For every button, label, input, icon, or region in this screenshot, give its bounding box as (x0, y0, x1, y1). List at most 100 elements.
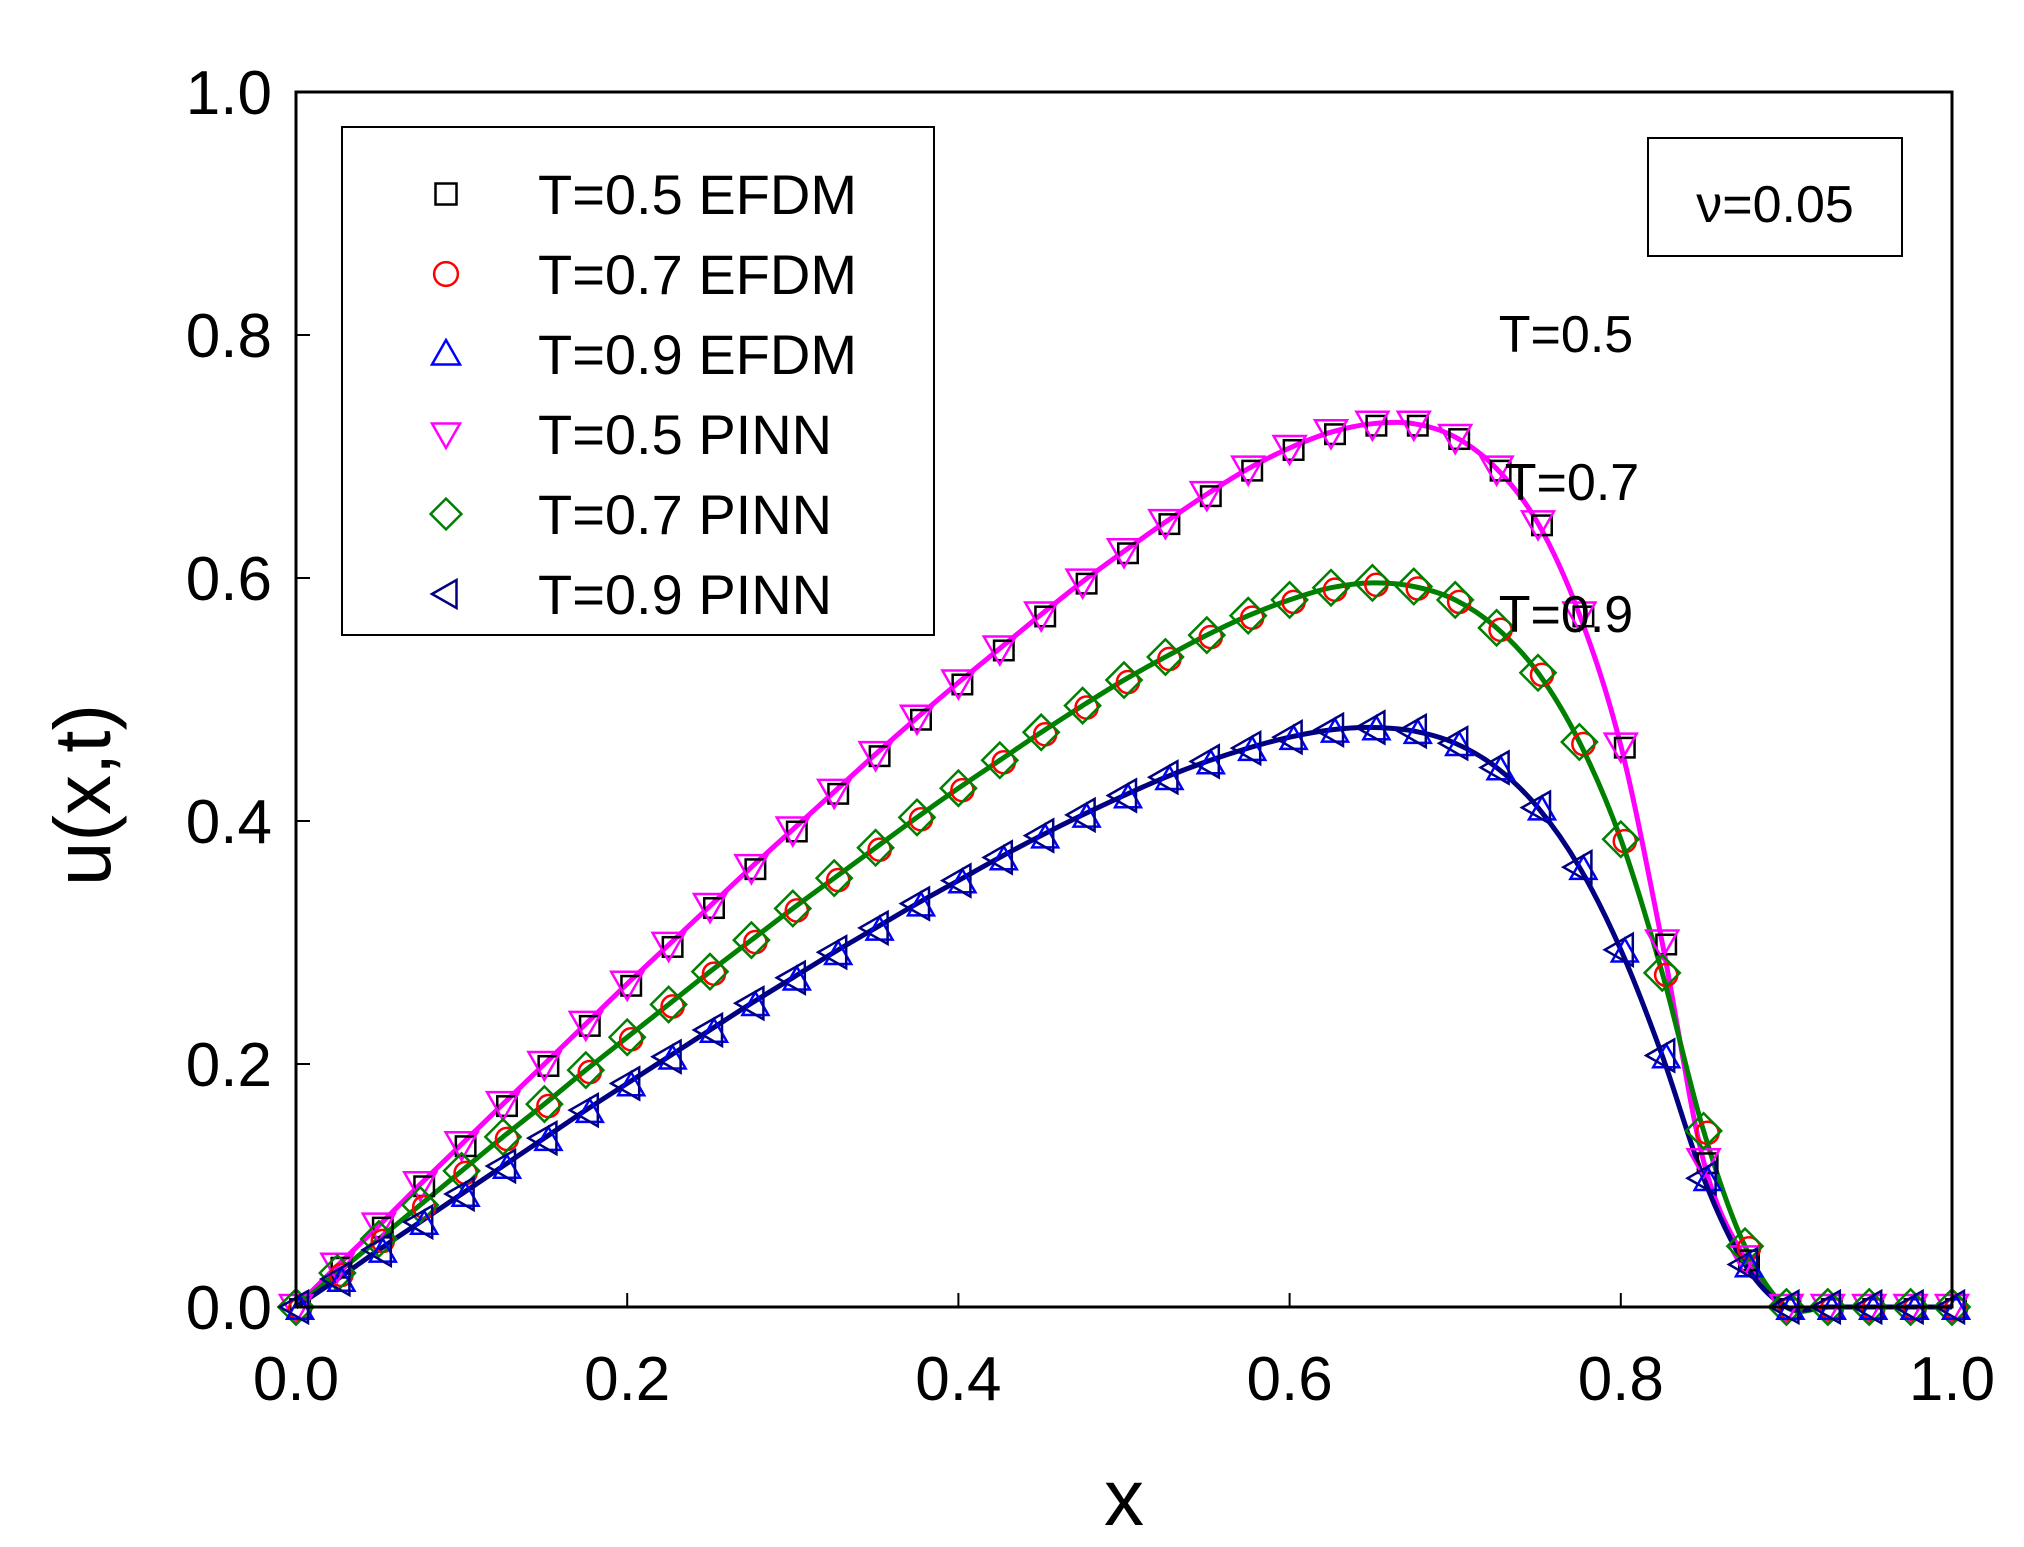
legend-marker (429, 422, 463, 451)
x-tick-label: 0.6 (1246, 1345, 1332, 1414)
pinn-point (1271, 719, 1303, 756)
pinn-point (1230, 455, 1267, 488)
y-tick-label: 0.0 (186, 1274, 272, 1343)
efdm-point (1282, 438, 1305, 461)
pinn-point (1022, 817, 1055, 854)
markers-layer (276, 410, 1972, 1327)
legend-marker (434, 182, 458, 206)
pinn-point (402, 1171, 439, 1203)
legend: T=0.5 EFDM T=0.7 EFDM T=0.9 EFDM T=0.5 P… (341, 126, 935, 636)
pinn-point (898, 704, 936, 737)
pinn-point (1644, 929, 1681, 962)
pinn-point (816, 778, 853, 811)
efdm-point (661, 935, 684, 958)
pinn-point (1270, 580, 1309, 620)
pinn-point (1354, 410, 1391, 443)
y-tick-label: 0.6 (186, 545, 272, 614)
pinn-point (1394, 567, 1434, 606)
pinn-point (939, 768, 978, 808)
pinn-point (1353, 563, 1392, 603)
x-tick-label: 0.0 (253, 1345, 339, 1414)
legend-label: T=0.9 PINN (538, 563, 832, 626)
ticks-layer: 0.0 0.2 0.4 0.6 0.8 1.0 0.0 0.2 0.4 0.6 0.8 1.0 (186, 59, 1995, 1414)
pinn-point (940, 669, 977, 702)
pinn-point (1064, 796, 1096, 834)
y-tick-label: 0.2 (186, 1031, 272, 1100)
legend-marker (429, 577, 458, 611)
pinn-point (1105, 538, 1143, 570)
pinn-point (857, 740, 894, 773)
efdm-point (951, 673, 974, 696)
pinn-point (526, 1050, 563, 1083)
pinn-point (939, 862, 972, 899)
pinn-point (1478, 455, 1515, 488)
pinn-point (525, 1084, 564, 1124)
efdm-point (1199, 485, 1222, 508)
efdm-point (703, 897, 725, 920)
pinn-point (608, 1065, 641, 1102)
curve-label-t07: T=0.7 (1505, 454, 1639, 512)
efdm-point (1241, 459, 1264, 482)
efdm-point (1489, 459, 1512, 482)
pinn-point (1229, 729, 1262, 767)
annotation-box (1647, 137, 1903, 257)
pinn-point (981, 839, 1014, 876)
efdm-point (578, 1014, 601, 1037)
pinn-point (1560, 849, 1593, 886)
pinn-point (1477, 608, 1516, 648)
y-axis-label: u(x,t) (38, 704, 127, 886)
pinn-point (525, 1119, 558, 1157)
pinn-point (484, 1090, 522, 1123)
pinn-point (981, 635, 1018, 667)
pinn-point (567, 1092, 600, 1129)
pinn-point (401, 1203, 434, 1241)
pinn-point (732, 920, 771, 960)
legend-label: T=0.5 PINN (538, 403, 832, 466)
pinn-point (1437, 423, 1474, 456)
pinn-point (1188, 480, 1225, 513)
nu-annotation: ν=0.05 (1696, 176, 1854, 234)
pinn-point (691, 892, 729, 925)
pinn-point (483, 1117, 523, 1157)
pinn-point (857, 909, 889, 947)
legend-markers (428, 182, 464, 611)
efdm-point (1365, 414, 1388, 437)
efdm-point (1406, 414, 1429, 437)
pinn-point (1519, 510, 1557, 542)
pinn-point (1643, 1037, 1676, 1074)
efdm-point (785, 820, 808, 843)
pinn-point (1518, 653, 1558, 693)
efdm-point (1158, 513, 1181, 536)
efdm-point (1117, 542, 1139, 565)
x-tick-label: 0.4 (915, 1345, 1001, 1414)
pinn-point (1353, 709, 1386, 746)
pinn-point (1726, 1246, 1759, 1283)
efdm-point (620, 974, 643, 997)
pinn-point (774, 959, 807, 996)
efdm-point (1075, 572, 1098, 595)
pinn-point (650, 931, 687, 964)
pinn-point (1146, 637, 1185, 677)
efdm-point (992, 639, 1015, 662)
pinn-point (1187, 615, 1227, 655)
pinn-point (1602, 931, 1635, 968)
pinn-point (815, 934, 848, 971)
pinn-point (1064, 568, 1101, 601)
pinn-point (318, 1260, 351, 1298)
pinn-point (690, 952, 730, 992)
pinn-point (609, 970, 646, 1003)
pinn-point (733, 853, 770, 886)
pinn-point (1312, 711, 1345, 749)
pinn-point (1228, 596, 1268, 636)
pinn-point (1271, 434, 1308, 467)
pinn-point (1685, 1160, 1717, 1197)
pinn-point (567, 1010, 604, 1043)
efdm-point (1531, 514, 1553, 537)
x-axis-label: x (1104, 1453, 1144, 1542)
legend-label: T=0.9 EFDM (538, 323, 857, 386)
efdm-point (1613, 736, 1636, 759)
legend-marker (432, 260, 460, 288)
efdm-point (744, 858, 767, 881)
pinn-point (1105, 777, 1138, 814)
